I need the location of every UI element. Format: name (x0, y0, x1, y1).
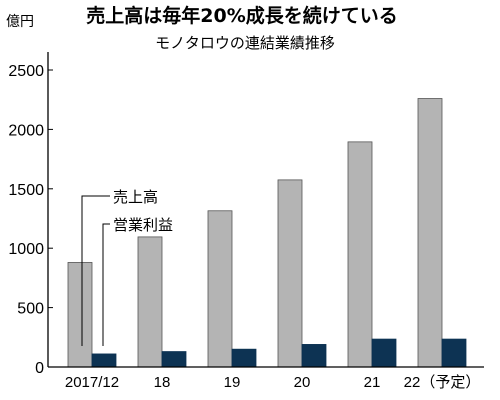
x-tick-label: 19 (224, 374, 241, 391)
legend: 売上高 営業利益 (81, 188, 173, 346)
legend-label-revenue: 売上高 (113, 188, 158, 206)
chart-subtitle: モノタロウの連結業績推移 (155, 34, 335, 52)
bar-revenue (417, 98, 443, 368)
bar-operating-profit (301, 344, 327, 368)
legend-label-operating-profit: 営業利益 (113, 216, 173, 234)
bar-revenue (207, 210, 233, 368)
x-tick-label: 2017/12 (65, 374, 119, 391)
bar-operating-profit (91, 353, 117, 368)
bar-operating-profit (161, 351, 187, 368)
y-tick-label: 500 (17, 301, 44, 318)
y-tick-label: 1500 (8, 182, 44, 199)
x-tick-label: 22（予定） (404, 374, 481, 391)
y-tick-label: 2500 (8, 63, 44, 80)
bars (67, 98, 467, 368)
y-tick-label: 2000 (8, 122, 44, 139)
y-tick-label: 1000 (8, 241, 44, 258)
bar-operating-profit (231, 348, 257, 368)
x-tick-label: 21 (364, 374, 381, 391)
x-axis: 2017/12 18 19 20 21 22（予定） (65, 374, 480, 391)
bar-revenue (137, 236, 163, 368)
bar-operating-profit (441, 338, 467, 368)
x-tick-label: 18 (154, 374, 171, 391)
bar-operating-profit (371, 338, 397, 368)
y-axis: 0 500 1000 1500 2000 2500 (8, 52, 53, 377)
bar-revenue (67, 262, 93, 368)
bar-revenue (347, 141, 373, 368)
chart-title: 売上高は毎年20%成長を続けている (86, 4, 397, 27)
legend-leader-revenue (81, 195, 110, 346)
y-axis-unit-label: 億円 (6, 13, 34, 29)
y-tick-label: 0 (35, 360, 44, 377)
legend-leader-operating-profit (102, 223, 110, 346)
bar-revenue (277, 179, 303, 368)
x-tick-label: 20 (294, 374, 311, 391)
